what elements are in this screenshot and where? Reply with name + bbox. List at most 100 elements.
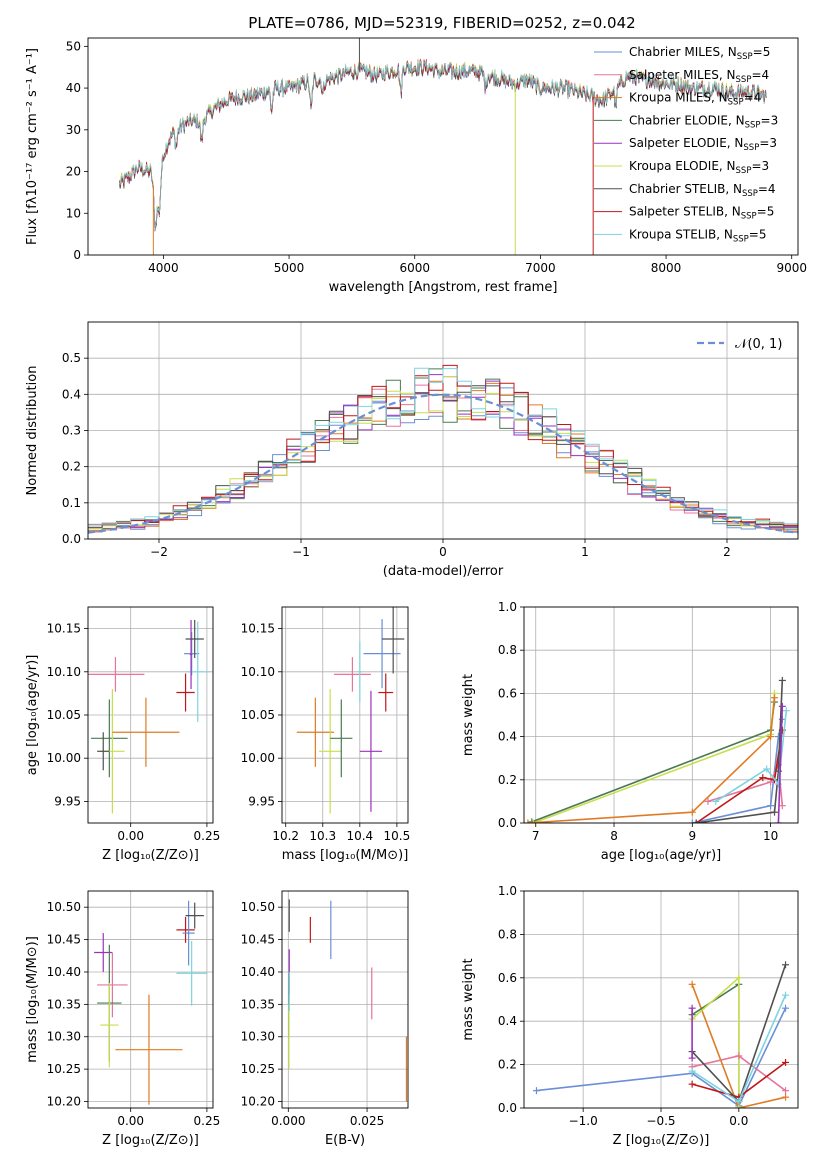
y-tick-label: 10.35 [47,997,81,1011]
massweight_vs_Z-panel: −1.0 −0.5 0.0 0.0 0.2 0.4 0.6 0.8 1.0 Z [log₁₀(Z/… [461,884,799,1148]
y-tick-label: 10.15 [47,622,81,636]
weight-line-ChSt [696,680,784,823]
y-tick-label: 10.35 [241,997,275,1011]
y-axis-label: mass weight [461,958,476,1040]
axes-frame [523,890,799,1109]
residual-histograms [88,364,798,534]
massweight_vs_Z-lines [532,961,790,1108]
y-tick-label: 10.25 [241,1062,275,1076]
y-tick-label: 10.40 [241,965,275,979]
x-tick-label: 0.000 [271,1114,305,1128]
x-tick-label: 0 [439,545,447,559]
y-tick-label: 1.0 [498,884,517,898]
y-tick-label: 10.40 [47,965,81,979]
y-tick-label: 10.50 [241,900,275,914]
y-tick-label: 50 [66,39,81,53]
x-tick-label: 7 [532,829,540,843]
age_vs_Z-points [88,619,210,814]
legend-label-SaMi: Salpeter MILES, NSSP=4 [629,68,769,85]
y-tick-label: 10.20 [47,1095,81,1109]
axes-frame [281,890,409,1109]
y-tick-label: 0.2 [498,773,517,787]
y-tick-label: 0.0 [498,816,517,830]
y-tick-label: 0.2 [498,1058,517,1072]
y-tick-label: 10.10 [47,665,81,679]
x-tick-label: 0.00 [117,1114,144,1128]
y-tick-label: 10.50 [47,900,81,914]
age_vs_Z-panel: 0.00 0.25 9.95 10.00 10.05 10.10 10.15 Z [log₁₀… [25,606,221,863]
x-axis-label: Z [log₁₀(Z/Z⊙)] [102,1133,199,1148]
x-tick-label: 4000 [148,261,179,275]
axes-frame [87,321,799,540]
y-tick-label: 10.10 [241,665,275,679]
axes-frame [281,606,409,824]
x-tick-label: 10.2 [272,829,299,843]
x-tick-label: 1 [581,545,589,559]
spectrum-line-KrSt [119,60,767,230]
legend-label-KrSt: Kroupa STELIB, NSSP=5 [629,227,767,244]
x-tick-label: 0.025 [350,1114,384,1128]
x-tick-label: −0.5 [646,1114,675,1128]
legend-label-KrMi: Kroupa MILES, NSSP=4 [629,91,761,108]
y-axis-label: mass weight [461,674,476,756]
y-tick-label: 0 [73,248,81,262]
massweight_vs_age-panel: 7 8 9 10 0.0 0.2 0.4 0.6 0.8 1.0 age [log₁₀(age/yr… [461,600,799,863]
x-tick-label: 6000 [399,261,430,275]
figure-title: PLATE=0786, MJD=52319, FIBERID=0252, z=0… [248,14,635,32]
x-tick-label: −1.0 [569,1114,598,1128]
mass_vs_EBV-panel: 0.000 0.025 10.20 10.25 10.30 10.35 10.40 10.45… [241,890,409,1148]
y-tick-label: 10.15 [241,622,275,636]
mass_vs_Z-points [94,900,207,1105]
legend-label-SaEl: Salpeter ELODIE, NSSP=3 [629,136,777,153]
weight-line-KrSt [715,710,788,803]
legend-label-KrEl: Kroupa ELODIE, NSSP=3 [629,159,769,176]
x-tick-label: −2 [150,545,168,559]
y-axis-label: Flux [fλ10⁻¹⁷ erg cm⁻² s⁻¹ A⁻¹] [25,48,40,245]
y-tick-label: 10.05 [47,708,81,722]
mass_vs_EBV-points [288,899,408,1102]
weight-line-ChMi [536,1007,787,1107]
y-tick-label: 0.5 [62,351,81,365]
axes-frame [87,37,799,256]
legend-label-ChEl: Chabrier ELODIE, NSSP=3 [629,113,778,130]
x-tick-label: 0.0 [729,1114,748,1128]
x-tick-label: 8 [610,829,618,843]
age_vs_mass-points [296,607,405,814]
y-axis-label: Normed distribution [25,366,40,496]
y-tick-label: 0.4 [62,387,81,401]
x-tick-label: 9000 [776,261,807,275]
x-tick-label: 7000 [525,261,556,275]
age_vs_mass-panel: 10.2 10.3 10.4 10.5 9.95 10.00 10.05 10.10 10.15… [241,606,410,863]
mass_vs_Z-panel: 0.00 0.25 10.20 10.25 10.30 10.35 10.40 10.45 10… [25,890,221,1148]
y-tick-label: 30 [66,123,81,137]
y-tick-label: 40 [66,81,81,95]
y-tick-label: 0.2 [62,460,81,474]
legend-label-ChMi: Chabrier MILES, NSSP=5 [629,45,770,62]
y-tick-label: 20 [66,165,81,179]
normal-reference-curve [88,393,798,534]
y-tick-label: 0.3 [62,424,81,438]
x-tick-label: 2 [723,545,731,559]
spectrum-panel: 4000 5000 6000 7000 8000 9000 0 10 20 30 40 50 wavel… [25,37,807,295]
legend-label-SaSt: Salpeter STELIB, NSSP=5 [629,205,774,222]
y-axis-label: mass [log₁₀(M/M⊙)] [25,936,40,1063]
x-tick-label: 0.00 [117,829,144,843]
weight-line-KrMi [527,697,776,823]
x-axis-label: age [log₁₀(age/yr)] [601,848,722,863]
weight-line-SaEl [777,706,784,823]
spectrum-lines [119,38,767,255]
axes-frame [87,606,214,824]
y-tick-label: 10.30 [47,1030,81,1044]
y-tick-label: 9.95 [248,794,275,808]
y-tick-label: 0.0 [498,1101,517,1115]
y-tick-label: 0.6 [498,971,517,985]
x-axis-label: E(B-V) [325,1133,365,1148]
x-tick-label: −1 [292,545,310,559]
y-tick-label: 10.00 [241,751,275,765]
x-tick-label: 9 [688,829,696,843]
x-tick-label: 0.25 [194,1114,221,1128]
axes-frame [523,606,799,824]
x-tick-label: 0.25 [194,829,221,843]
